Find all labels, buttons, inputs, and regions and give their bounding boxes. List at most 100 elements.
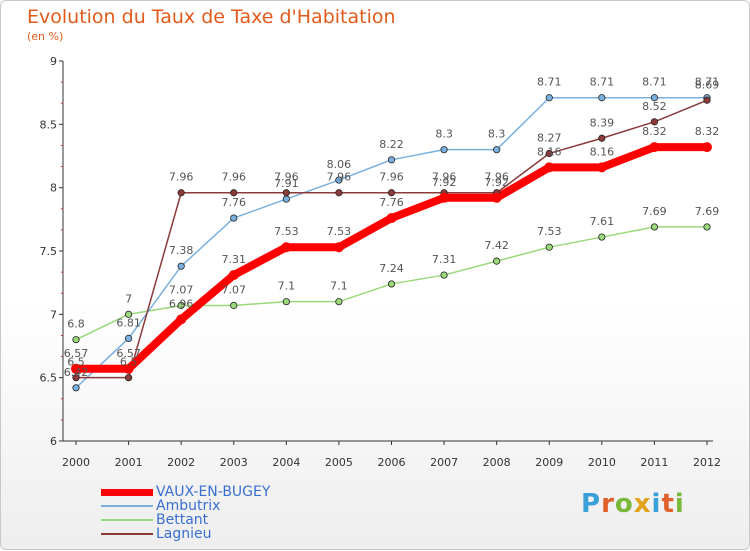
data-point xyxy=(387,189,396,197)
legend-swatch xyxy=(101,519,153,521)
data-label: 7.1 xyxy=(330,280,348,293)
proxiti-logo: Proxiti xyxy=(581,489,685,519)
legend-swatch xyxy=(101,533,153,535)
data-label: 7.96 xyxy=(484,171,509,184)
data-label: 7.42 xyxy=(484,239,509,252)
data-point xyxy=(282,189,290,197)
y-tick-label: 7.5 xyxy=(40,245,58,258)
x-tick-label: 2010 xyxy=(588,456,616,469)
data-label: 7.1 xyxy=(278,280,296,293)
data-label: 6.5 xyxy=(120,356,138,369)
data-point xyxy=(228,270,239,281)
y-tick-label: 8.5 xyxy=(40,118,58,131)
data-label: 8.27 xyxy=(537,131,562,144)
data-label: 7.96 xyxy=(274,171,299,184)
data-label: 8.32 xyxy=(695,125,720,138)
data-label: 6.57 xyxy=(116,347,141,360)
data-label: 8.32 xyxy=(642,125,667,138)
data-label: 7.96 xyxy=(379,171,404,184)
data-point xyxy=(281,242,292,253)
data-label: 8.16 xyxy=(537,145,562,158)
x-tick-label: 2012 xyxy=(693,456,721,469)
data-label: 7.96 xyxy=(327,171,352,184)
data-point xyxy=(493,257,501,265)
data-point xyxy=(598,134,606,142)
data-point xyxy=(650,223,659,231)
data-point xyxy=(72,374,80,382)
legend-label: Ambutrix xyxy=(156,498,221,514)
data-label: 7.53 xyxy=(327,225,352,238)
data-point xyxy=(177,262,185,270)
data-point xyxy=(282,298,290,306)
legend-item: Bettant xyxy=(101,513,270,527)
data-point xyxy=(650,94,659,102)
data-point xyxy=(440,271,448,279)
data-point xyxy=(124,374,133,382)
data-label: 7.76 xyxy=(222,196,247,209)
x-tick-label: 2011 xyxy=(640,456,668,469)
data-point xyxy=(598,233,606,241)
data-point xyxy=(333,242,344,253)
data-point xyxy=(386,213,397,224)
data-label: 7.53 xyxy=(274,225,299,238)
data-label: 8.3 xyxy=(435,128,453,141)
data-label: 6.57 xyxy=(64,347,89,360)
data-label: 7.31 xyxy=(222,253,247,266)
x-tick-label: 2001 xyxy=(115,456,143,469)
data-point xyxy=(177,189,185,197)
data-label: 8.71 xyxy=(695,76,720,89)
x-tick-label: 2008 xyxy=(483,456,511,469)
data-label: 7.92 xyxy=(484,176,509,189)
x-tick-label: 2009 xyxy=(535,456,563,469)
data-label: 8.71 xyxy=(537,76,562,89)
data-label: 6.96 xyxy=(169,297,194,310)
data-label: 8.16 xyxy=(590,145,615,158)
legend-item: VAUX-EN-BUGEY xyxy=(101,485,270,499)
data-label: 7.96 xyxy=(169,171,194,184)
data-point xyxy=(702,142,712,153)
data-point xyxy=(387,156,396,164)
data-label: 8.71 xyxy=(590,76,615,89)
data-point xyxy=(545,149,553,158)
data-point xyxy=(230,301,238,310)
x-tick-label: 2000 xyxy=(62,456,90,469)
data-point xyxy=(387,280,396,288)
data-label: 7.96 xyxy=(432,171,457,184)
data-label: 7.96 xyxy=(222,171,247,184)
data-point xyxy=(703,223,711,231)
legend-label: Bettant xyxy=(156,512,209,528)
data-point xyxy=(282,195,290,203)
data-label: 7.07 xyxy=(169,283,194,296)
x-tick-label: 2004 xyxy=(272,456,300,469)
data-point xyxy=(230,214,238,222)
data-label: 8.71 xyxy=(642,76,667,89)
chart-legend: VAUX-EN-BUGEY Ambutrix Bettant Lagnieu xyxy=(101,485,270,541)
data-label: 8.69 xyxy=(695,78,720,91)
data-label: 6.42 xyxy=(64,366,89,379)
data-point xyxy=(71,363,81,374)
data-point xyxy=(703,96,711,104)
data-label: 7.53 xyxy=(537,225,562,238)
legend-swatch xyxy=(101,488,153,496)
legend-label: VAUX-EN-BUGEY xyxy=(156,484,271,500)
data-point xyxy=(439,192,450,203)
data-point xyxy=(123,363,134,374)
data-label: 6.5 xyxy=(67,356,85,369)
data-label: 8.06 xyxy=(327,158,352,171)
data-label: 7 xyxy=(125,292,132,305)
chart-subtitle: (en %) xyxy=(27,30,64,43)
x-tick-label: 2006 xyxy=(378,456,406,469)
data-point xyxy=(650,118,659,126)
data-point xyxy=(545,243,553,251)
data-point xyxy=(124,334,133,342)
data-label: 7.69 xyxy=(695,205,720,218)
data-label: 7.24 xyxy=(379,262,404,275)
data-label: 6.81 xyxy=(116,316,141,329)
x-tick-label: 2007 xyxy=(430,456,458,469)
chart-title: Evolution du Taux de Taxe d'Habitation xyxy=(27,6,396,28)
data-point xyxy=(649,142,660,153)
data-point xyxy=(493,146,501,154)
y-tick-label: 6 xyxy=(50,435,57,448)
legend-label: Lagnieu xyxy=(156,526,212,542)
data-point xyxy=(72,384,80,392)
